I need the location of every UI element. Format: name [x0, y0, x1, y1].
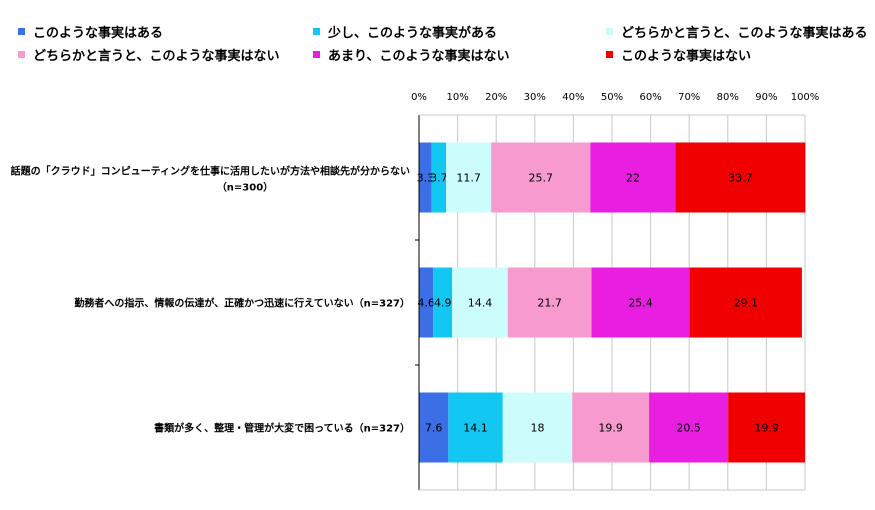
bar-segment [590, 142, 676, 213]
data-label: 3.7 [430, 172, 448, 185]
data-label: 33.7 [728, 172, 753, 185]
legend-swatch-3 [606, 28, 613, 35]
legend-swatch-1 [18, 28, 25, 35]
data-label: 4.9 [434, 297, 452, 310]
x-tick-label: 40% [562, 92, 584, 103]
legend-item-5: あまり、このような事実はない [313, 45, 509, 64]
bar-segment [502, 392, 573, 463]
bar-segment [572, 392, 650, 463]
legend-item-4: どちらかと言うと、このような事実はない [18, 45, 279, 64]
bar-segment [675, 142, 806, 213]
data-label: 11.7 [456, 172, 481, 185]
bar-segment [419, 392, 449, 463]
legend-label-6: このような事実はない [621, 49, 752, 64]
x-tick-label: 70% [678, 92, 700, 103]
data-label: 7.6 [425, 422, 443, 435]
bar-segment [491, 142, 591, 213]
data-label: 22 [626, 172, 640, 185]
bar-segment [649, 392, 729, 463]
legend-item-3: どちらかと言うと、このような事実はある [606, 22, 867, 41]
legend-label-2: 少し、このような事実がある [328, 26, 498, 41]
bar-segment [728, 392, 805, 463]
legend-swatch-2 [313, 28, 320, 35]
x-tick-label: 20% [485, 92, 507, 103]
bar-segment [446, 142, 492, 213]
legend-label-4: どちらかと言うと、このような事実はない [33, 49, 280, 64]
data-label: 4.6 [417, 297, 435, 310]
bar-segment [419, 267, 434, 338]
x-tick-label: 10% [446, 92, 468, 103]
x-tick-label: 30% [524, 92, 546, 103]
legend-swatch-5 [313, 51, 320, 58]
data-label: 20.5 [676, 422, 701, 435]
legend-swatch-6 [606, 51, 613, 58]
category-label: 勤務者への指示、情報の伝達が、正確かつ迅速に行えていない（n=327） [74, 297, 410, 310]
bar-segment [431, 142, 447, 213]
bar-segment [591, 267, 690, 338]
x-tick-label: 0% [411, 92, 427, 103]
data-label: 19.9 [754, 422, 779, 435]
data-label: 18 [531, 422, 545, 435]
bar-segment [507, 267, 592, 338]
data-label: 19.9 [598, 422, 623, 435]
data-label: 21.7 [537, 297, 562, 310]
data-label: 14.4 [468, 297, 493, 310]
legend-item-1: このような事実はある [18, 22, 163, 41]
x-tick-label: 60% [639, 92, 661, 103]
data-label: 25.7 [529, 172, 554, 185]
bar-segment [689, 267, 802, 338]
x-tick-label: 100% [791, 92, 820, 103]
bar-segment [448, 392, 503, 463]
legend-label-3: どちらかと言うと、このような事実はある [621, 26, 868, 41]
data-label: 14.1 [463, 422, 488, 435]
legend-label-1: このような事実はある [33, 26, 164, 41]
legend-swatch-4 [18, 51, 25, 58]
legend: このような事実はある 少し、このような事実がある どちらかと言うと、このような事… [0, 0, 875, 70]
data-label: 29.1 [733, 297, 758, 310]
x-tick-label: 90% [755, 92, 777, 103]
category-label-n: （n=300） [217, 181, 273, 194]
data-label: 25.4 [628, 297, 653, 310]
bar-segment [419, 142, 432, 213]
x-tick-label: 80% [717, 92, 739, 103]
x-tick-label: 50% [601, 92, 623, 103]
legend-label-5: あまり、このような事実はない [328, 49, 510, 64]
bar-segment [433, 267, 453, 338]
category-label: 話題の「クラウド」コンピューティングを仕事に活用したいが方法や相談先が分からない [11, 165, 410, 178]
legend-item-2: 少し、このような事実がある [313, 22, 497, 41]
legend-item-6: このような事実はない [606, 45, 751, 64]
category-label: 書類が多く、整理・管理が大変で困っている（n=327） [154, 422, 410, 435]
bar-segment [452, 267, 508, 338]
data-label: 3.3 [417, 172, 435, 185]
